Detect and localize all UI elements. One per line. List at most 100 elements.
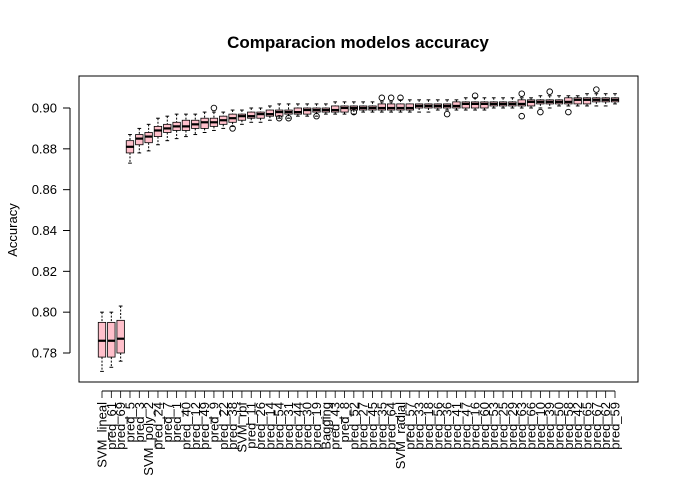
x-tick-label: pred_47	[458, 402, 473, 450]
box	[424, 99, 433, 113]
y-axis-label: Accuracy	[5, 203, 20, 257]
x-tick-label: pred_42	[570, 402, 585, 450]
outlier-point	[546, 88, 553, 95]
x-tick-label: pred_58	[561, 402, 576, 450]
x-tick-label: pred_56	[430, 402, 445, 450]
x-tick-label: pred_5	[122, 402, 137, 442]
box	[359, 101, 368, 113]
box	[545, 88, 554, 109]
y-tick-label: 0.82	[32, 264, 57, 279]
box	[265, 105, 275, 121]
x-tick-label: pred_14	[262, 402, 277, 450]
x-tick-label: pred_62	[598, 402, 613, 450]
outlier-point	[313, 112, 320, 120]
x-tick-label: pred_33	[412, 402, 427, 450]
outlier-point	[285, 114, 292, 122]
outlier-point	[593, 86, 600, 93]
outlier-point	[471, 92, 479, 99]
x-tick-label: pred_3	[132, 402, 147, 442]
box	[135, 127, 144, 154]
box	[442, 99, 452, 118]
x-tick-label: pred_24	[150, 402, 165, 450]
box	[452, 99, 461, 111]
box	[349, 101, 358, 116]
x-tick-label: pred_1	[169, 402, 184, 442]
box	[247, 107, 256, 123]
box	[153, 117, 163, 146]
box	[387, 94, 396, 113]
x-tick-label: pred_19	[309, 402, 324, 450]
x-tick-label: pred_39	[542, 402, 557, 450]
outlier-point	[350, 108, 358, 116]
x-tick-label: SVM_poly_2	[141, 402, 156, 476]
box	[107, 311, 116, 368]
x-tick-label: pred_27	[356, 402, 371, 450]
outlier-point	[387, 94, 395, 102]
box	[163, 115, 172, 142]
x-tick-label: pred_16	[468, 402, 483, 450]
box	[172, 113, 181, 140]
box	[554, 95, 564, 107]
box	[405, 99, 414, 113]
x-tick-label: Bagging	[318, 402, 333, 450]
box	[368, 101, 377, 113]
x-tick-label: pred_10	[533, 402, 548, 450]
x-tick-label: pred_61	[104, 402, 119, 450]
x-tick-label: pred_65	[580, 402, 595, 450]
outlier-point	[537, 108, 544, 116]
box	[191, 113, 200, 136]
y-tick-label: 0.78	[32, 346, 57, 361]
x-tick-label: pred_53	[486, 402, 501, 450]
box	[181, 113, 191, 138]
outlier-point	[275, 114, 283, 122]
box	[256, 107, 265, 123]
box	[573, 95, 582, 107]
box	[340, 101, 349, 115]
box	[275, 103, 284, 122]
x-tick-label: pred_49	[197, 402, 212, 450]
x-tick-label: pred_22	[216, 402, 231, 450]
box	[97, 311, 107, 372]
y-tick-label: 0.84	[32, 223, 57, 238]
box	[461, 97, 470, 111]
box	[489, 97, 498, 109]
x-tick-label: pred_57	[402, 402, 417, 450]
x-tick-label: SVM_lineal	[95, 402, 110, 468]
box	[601, 93, 610, 107]
x-tick-label: pred_31	[281, 402, 296, 450]
x-tick-label: pred_36	[440, 402, 455, 450]
box	[508, 97, 517, 109]
box	[498, 97, 508, 109]
x-tick-label: pred_45	[365, 402, 380, 450]
outlier-point	[518, 90, 525, 97]
box-body	[116, 319, 125, 354]
x-tick-label: pred_12	[188, 402, 203, 450]
x-tick-label: pred_69	[113, 402, 128, 450]
box	[284, 103, 293, 122]
x-tick-label: pred_40	[178, 402, 193, 450]
box	[536, 95, 545, 116]
outlier-point	[565, 108, 572, 116]
box-series	[97, 86, 620, 372]
outlier-point	[518, 112, 525, 120]
y-tick-label: 0.86	[32, 182, 57, 197]
box	[377, 94, 386, 113]
box	[219, 111, 228, 129]
outlier-point	[397, 94, 404, 102]
box	[321, 103, 330, 115]
box	[526, 97, 536, 109]
box	[564, 95, 573, 116]
outlier-point	[229, 125, 236, 132]
box	[200, 111, 209, 133]
x-tick-label: pred_60	[477, 402, 492, 450]
x-tick-label: pred_9	[206, 402, 221, 442]
box	[517, 90, 526, 120]
box	[237, 109, 247, 125]
box	[293, 103, 303, 117]
plot-frame	[78, 75, 639, 383]
x-tick-label: pred_18	[421, 402, 436, 450]
box	[144, 123, 153, 152]
outlier-point	[210, 104, 218, 112]
y-tick-label: 0.80	[32, 305, 57, 320]
